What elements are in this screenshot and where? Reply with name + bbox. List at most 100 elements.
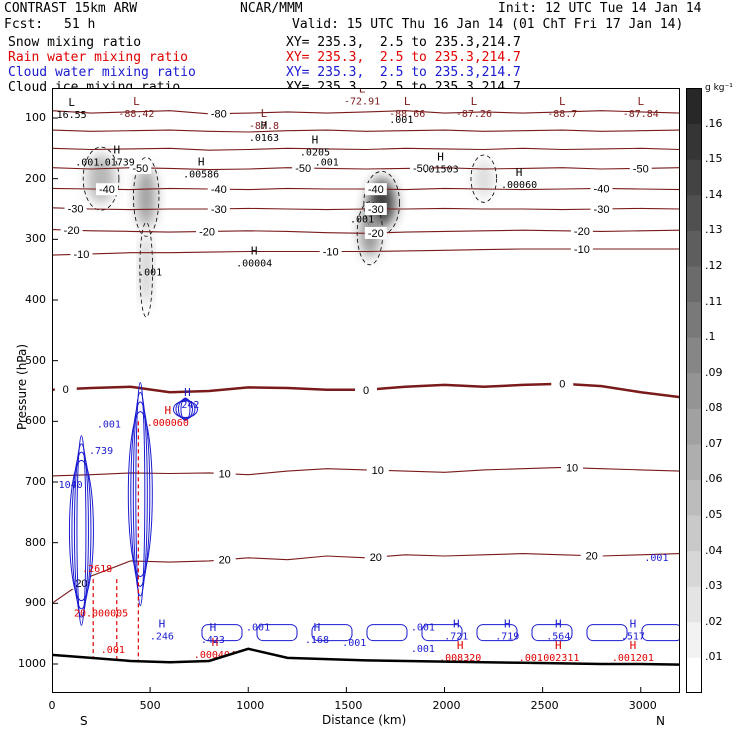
colorbar-tick-label: .01 [705, 650, 723, 664]
colorbar-segment [686, 408, 702, 445]
isotherm-label: -40 [211, 184, 227, 196]
extremum-mark: L [261, 107, 268, 120]
contour-label: .001 [75, 157, 99, 168]
isotherm--60 [52, 147, 680, 151]
extremum-mark: L [133, 95, 140, 108]
isotherm-label: 0 [63, 384, 69, 396]
isotherm-label: 10 [219, 469, 231, 481]
isotherm-label-bg [292, 161, 315, 174]
extremum-mark: L [404, 95, 411, 108]
extremum-value: .0205 [300, 148, 330, 159]
y-tick-label: 700 [25, 475, 46, 488]
extremum-mark: H [159, 618, 166, 631]
colorbar-segment [686, 265, 702, 303]
cloud-ice-shade-2 [141, 233, 152, 307]
x-tick-label: 1500 [334, 699, 363, 712]
colorbar-segment [686, 372, 702, 409]
extremum-mark: H [212, 636, 219, 649]
isotherm-label-bg [213, 553, 236, 566]
extremum-mark: H [312, 134, 319, 147]
extremum-mark: H [516, 166, 523, 179]
extremum-value: .719 [495, 632, 519, 643]
colorbar-tick-label: .09 [705, 365, 723, 379]
extremum-mark: H [164, 404, 171, 417]
isotherm-label: 20 [75, 578, 87, 590]
extremum-value: .00060 [501, 180, 537, 191]
isotherm-label-bg [70, 248, 93, 261]
extremum-mark: H [314, 621, 321, 634]
isotherm-label-bg [207, 107, 230, 120]
extremum-mark: L [359, 88, 366, 96]
colorbar-tick-label: .07 [705, 436, 723, 450]
isotherm--50 [52, 167, 680, 171]
contour-label: .001 [315, 157, 339, 168]
init-time: Init: 12 UTC Tue 14 Jan 14 [498, 1, 702, 16]
extremum-mark: H [184, 386, 191, 399]
colorbar-segment [686, 301, 702, 338]
contour-label: .739 [89, 446, 113, 457]
isotherm-label-bg [95, 183, 118, 196]
x-axis-right-end: N [656, 714, 665, 728]
colorbar-segment [686, 479, 702, 516]
extremum-mark: H [630, 618, 637, 631]
extremum-value: .242 [175, 400, 199, 411]
extremum-mark: H [198, 155, 205, 168]
isotherm-label: 0 [363, 385, 369, 397]
low-cloud-water-contour [201, 624, 243, 642]
extremum-value: .0163 [249, 133, 279, 144]
org-label: NCAR/MMM [240, 1, 303, 16]
colorbar-tick-label: .12 [705, 258, 723, 272]
low-cloud-water-contour [366, 624, 408, 642]
isotherm-label-bg [590, 203, 613, 215]
valid-time: Valid: 15 UTC Thu 16 Jan 14 (01 ChT Fri … [292, 17, 684, 32]
colorbar [686, 88, 702, 693]
isotherm-label-bg [213, 467, 236, 480]
isotherm-label: 0 [559, 379, 565, 391]
extremum-mark: H [210, 621, 217, 634]
colorbar-segment [686, 550, 702, 587]
extremum-value: -72.91 [344, 97, 380, 108]
colorbar-segment [686, 586, 702, 623]
isotherm-label-bg [409, 162, 432, 175]
colorbar-segment [686, 337, 702, 374]
low-cloud-water-contour [311, 624, 353, 642]
low-cloud-water-contour [421, 624, 463, 642]
low-cloud-water-contour [256, 624, 298, 642]
contour-label: .001 [246, 623, 270, 634]
contour-label: .001 [389, 115, 413, 126]
isotherm-label-bg [319, 245, 342, 258]
colorbar-segment [686, 123, 702, 160]
extremum-value: .423 [201, 635, 225, 646]
y-tick-label: 200 [25, 171, 46, 185]
cloud-water-contour-1 [76, 435, 87, 626]
colorbar-segment [686, 621, 702, 658]
x-axis-left-end: S [80, 714, 88, 728]
cloud-water-contour-0 [135, 382, 146, 607]
colorbar-tick-label: .04 [705, 543, 723, 557]
y-tick-label: 100 [25, 111, 46, 124]
extremum-value: .008320 [439, 653, 481, 664]
isotherm-label: -30 [594, 204, 610, 216]
isotherm-label-bg [629, 162, 652, 175]
isotherm-label-bg [570, 225, 593, 238]
contour-label: 20.000005 [74, 609, 128, 620]
isotherm-label-bg [64, 202, 87, 215]
extremum-value: .001201 [612, 653, 654, 664]
extremum-mark: L [559, 95, 566, 108]
snow-contour-0 [82, 146, 120, 211]
y-tick-label: 500 [25, 353, 46, 367]
isotherm-label-bg [60, 224, 83, 237]
y-axis-label: Pressure (hPa) [15, 343, 29, 431]
forecast-hour: 51 h [64, 17, 96, 32]
cloud-water-contour-1 [73, 443, 89, 618]
extremum-mark: H [555, 639, 562, 652]
cloud-water-contour-2 [172, 400, 198, 418]
isotherm-label: -10 [73, 249, 89, 261]
extremum-mark: H [504, 618, 511, 631]
x-tick-label: 2000 [432, 699, 461, 712]
x-tick-label: 0 [48, 699, 56, 712]
cloud-water-contour-0 [130, 401, 151, 587]
extremum-mark: L [471, 95, 478, 108]
cloud-water-contour-1 [68, 459, 94, 602]
extremum-mark: H [555, 618, 562, 631]
